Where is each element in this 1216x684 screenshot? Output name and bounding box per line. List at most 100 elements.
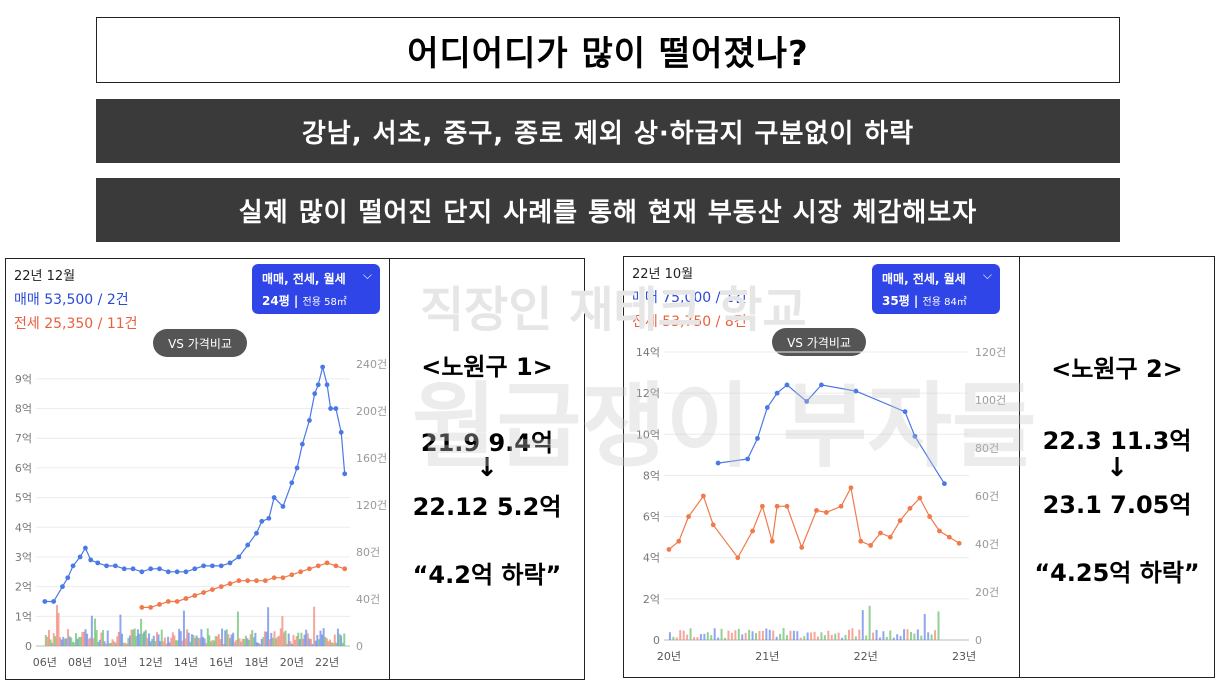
volume-bar [281,616,284,646]
volume-bar [336,628,339,646]
volume-bar [241,638,244,646]
volume-bar [189,641,192,646]
volume-bar [113,641,116,646]
volume-bar [298,639,301,646]
volume-bar [194,637,197,646]
vs-compare-button[interactable]: VS 가격비교 [153,329,247,357]
volume-bar [163,637,166,646]
chevron-down-icon: ⌵ [362,268,372,282]
volume-bar [338,633,341,646]
volume-bar [125,643,128,646]
y-tick-label: 5억 [15,492,32,505]
volume-bar [240,641,243,646]
volume-bar [178,628,181,646]
volume-bar [167,636,170,646]
volume-bar [768,629,771,640]
volume-bar [222,643,225,646]
down-arrow-icon: ↓ [1106,453,1128,483]
volume-bar [97,641,100,646]
volume-bar [154,641,157,646]
data-point [735,555,741,561]
volume-bar [121,633,124,646]
volume-bar [796,631,799,640]
volume-bar [63,638,66,646]
y-tick-label: 8억 [15,403,32,416]
y-tick-label: 7억 [15,432,32,445]
data-point [95,560,101,566]
volume-bar [758,630,761,640]
volume-bar [246,638,249,646]
volume-bar [868,605,871,640]
y-tick-label: 2억 [15,581,32,594]
volume-bar [896,634,899,640]
data-point [917,495,923,501]
deal-type-label: 매매, 전세, 월세 [262,272,346,286]
data-point [165,569,171,575]
volume-bar [316,635,319,646]
data-point [838,503,844,509]
volume-bar [872,632,875,640]
volume-bar [176,640,179,646]
price-chart-1: 0 1억 2억 3억 4억 5억 6억 7억 8억 9억 0 40건 80건 120건 160건 200건 24… [15,358,387,669]
volume-bar [268,639,271,646]
vs-compare-button[interactable]: VS 가격비교 [772,328,866,356]
data-point [174,599,180,604]
y-tick-label: 6억 [15,462,32,475]
series-line [44,366,346,603]
data-point [902,409,908,415]
volume-bar [837,632,840,640]
data-point [342,471,348,477]
volume-bar [103,641,106,646]
volume-bar [51,642,54,646]
volume-bar [84,629,87,646]
volume-bar [108,643,111,646]
volume-bar [741,634,744,640]
data-point [342,566,348,572]
volume-bar [810,632,813,640]
data-point [755,436,760,441]
data-point [745,456,751,462]
volume-bar [827,630,830,640]
volume-bar [679,630,682,640]
deal-type-dropdown[interactable]: 매매, 전세, 월세 ⌵ 35평 | 전용 84㎡ [872,264,1000,314]
volume-bar [308,638,311,646]
volume-bar [720,628,723,640]
volume-bar [779,633,782,640]
volume-bar [786,635,788,640]
data-point [280,575,286,581]
data-point [848,485,854,491]
volume-bar [205,643,208,646]
data-point [183,569,189,575]
volume-bar [60,639,63,646]
volume-bar [214,636,217,646]
y-right-tick-label: 160건 [356,452,387,465]
area-label: 24평 | 전용 58㎡ [262,294,347,308]
chart-date: 22년 10월 [632,267,694,282]
volume-bar [228,638,231,646]
volume-bar [114,642,117,646]
volume-bar [94,618,97,646]
volume-bar [309,639,312,646]
volume-bar [170,637,173,646]
volume-bar [133,628,136,646]
info-box-nowon-2: <노원구 2> 22.3 11.3억 ↓ 23.1 7.05억 “4.25억 하… [1019,256,1215,678]
volume-bar [306,633,309,646]
volume-bar [322,628,325,646]
y-tick-label: 0 [25,640,32,653]
deal-type-dropdown[interactable]: 매매, 전세, 월세 ⌵ 24평 | 전용 58㎡ [252,264,380,314]
volume-bar [882,631,885,640]
data-point [784,503,790,509]
data-point [201,590,206,595]
volume-bar [141,633,144,646]
y-right-tick-label: 40건 [975,538,999,551]
complex-name: <노원구 1> [421,353,553,381]
volume-bar [313,606,316,646]
y-right-tick-label: 60건 [975,490,999,503]
y-tick-label: 4억 [15,521,32,534]
volume-bar [724,637,727,640]
data-point [858,538,864,544]
volume-bar [289,641,292,646]
volume-bar [820,632,823,640]
volume-bar [235,639,238,646]
volume-bar [321,634,324,646]
